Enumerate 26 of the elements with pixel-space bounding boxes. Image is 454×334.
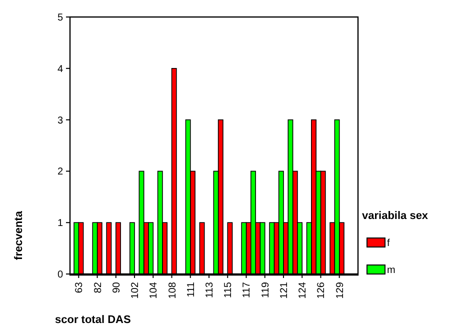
x-tick-label: 108: [167, 282, 178, 299]
x-tick-label: 82: [92, 282, 104, 294]
x-tick-label: 113: [204, 282, 216, 298]
x-tick-label: 115: [223, 282, 234, 298]
x-tick-label: 104: [148, 282, 160, 299]
x-axis-title: scor total DAS: [55, 314, 131, 326]
y-tick-label: 3: [57, 115, 64, 126]
legend-title: variabila sex: [362, 210, 429, 222]
x-tick-label: 121: [278, 282, 290, 299]
x-tick-label: 129: [334, 282, 346, 299]
legend-label: m: [387, 265, 396, 276]
x-tick-label: 111: [186, 282, 197, 298]
x-tick-label: 126: [316, 282, 328, 299]
x-tick-label: 90: [111, 282, 122, 294]
legend-label: f: [387, 238, 390, 249]
x-tick-label: 102: [130, 282, 142, 299]
x-tick-label: 119: [260, 282, 272, 298]
y-tick-label: 1: [57, 218, 64, 230]
y-tick-label: 2: [57, 166, 64, 178]
x-tick-label: 124: [298, 282, 309, 299]
y-axis-title: frecventa: [13, 210, 25, 260]
y-tick-label: 5: [57, 12, 64, 24]
x-tick-label: 117: [242, 282, 253, 298]
y-tick-label: 0: [57, 270, 64, 280]
x-tick-label: 63: [74, 282, 86, 294]
y-tick-label: 4: [57, 64, 64, 75]
